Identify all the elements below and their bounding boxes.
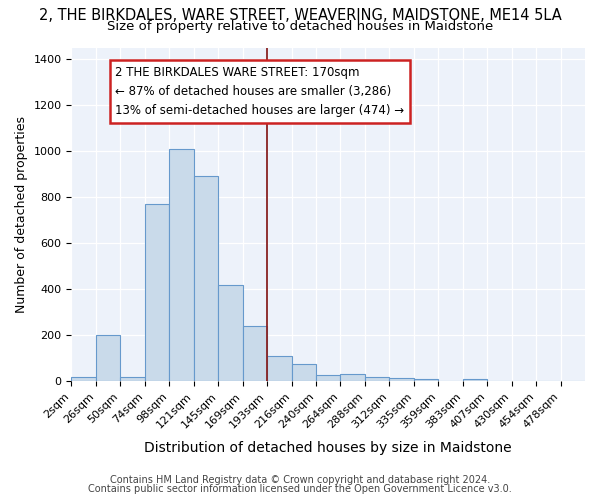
Bar bbox=[169, 149, 194, 381]
Bar bbox=[218, 284, 242, 381]
Bar bbox=[365, 376, 389, 381]
Text: Contains public sector information licensed under the Open Government Licence v3: Contains public sector information licen… bbox=[88, 484, 512, 494]
Bar bbox=[389, 378, 414, 381]
Y-axis label: Number of detached properties: Number of detached properties bbox=[15, 116, 28, 313]
Text: Size of property relative to detached houses in Maidstone: Size of property relative to detached ho… bbox=[107, 20, 493, 33]
Bar bbox=[96, 335, 121, 381]
Bar bbox=[316, 376, 340, 381]
Bar bbox=[292, 364, 316, 381]
Bar bbox=[145, 204, 169, 381]
Bar bbox=[71, 376, 96, 381]
Text: 2 THE BIRKDALES WARE STREET: 170sqm
← 87% of detached houses are smaller (3,286): 2 THE BIRKDALES WARE STREET: 170sqm ← 87… bbox=[115, 66, 404, 117]
Bar bbox=[121, 376, 145, 381]
Bar bbox=[340, 374, 365, 381]
Bar bbox=[267, 356, 292, 381]
Bar bbox=[414, 380, 438, 381]
Bar bbox=[194, 176, 218, 381]
Bar bbox=[242, 326, 267, 381]
Bar bbox=[463, 379, 487, 381]
Text: 2, THE BIRKDALES, WARE STREET, WEAVERING, MAIDSTONE, ME14 5LA: 2, THE BIRKDALES, WARE STREET, WEAVERING… bbox=[38, 8, 562, 22]
Text: Contains HM Land Registry data © Crown copyright and database right 2024.: Contains HM Land Registry data © Crown c… bbox=[110, 475, 490, 485]
X-axis label: Distribution of detached houses by size in Maidstone: Distribution of detached houses by size … bbox=[145, 441, 512, 455]
